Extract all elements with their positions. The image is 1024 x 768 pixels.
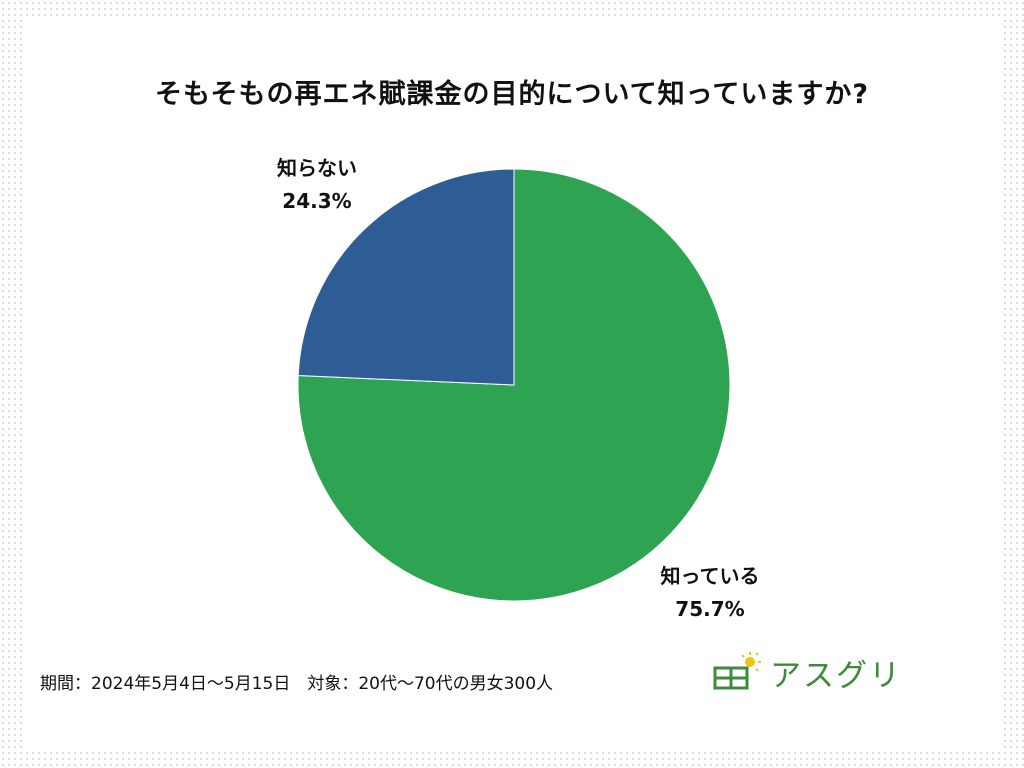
slice-label-known: 知っている 75.7%: [640, 560, 780, 626]
chart-title: そもそもの再エネ賦課金の目的について知っていますか?: [155, 79, 869, 110]
brand-logo: アスグリ: [712, 650, 902, 694]
brand-logo-text: アスグリ: [770, 657, 902, 694]
slice-label-known-value: 75.7%: [675, 597, 745, 621]
survey-period-note: 期間：2024年5月4日〜5月15日 対象：20代〜70代の男女300人: [40, 674, 554, 694]
slice-label-unknown-value: 24.3%: [282, 189, 352, 213]
slice-label-known-name: 知っている: [660, 564, 760, 588]
slice-label-unknown-name: 知らない: [277, 156, 357, 180]
pie-slice-known: [297, 168, 731, 602]
pie-slice-unknown: [297, 168, 515, 386]
solar-panel-sun-icon: [713, 652, 761, 690]
slice-label-unknown: 知らない 24.3%: [262, 152, 372, 218]
